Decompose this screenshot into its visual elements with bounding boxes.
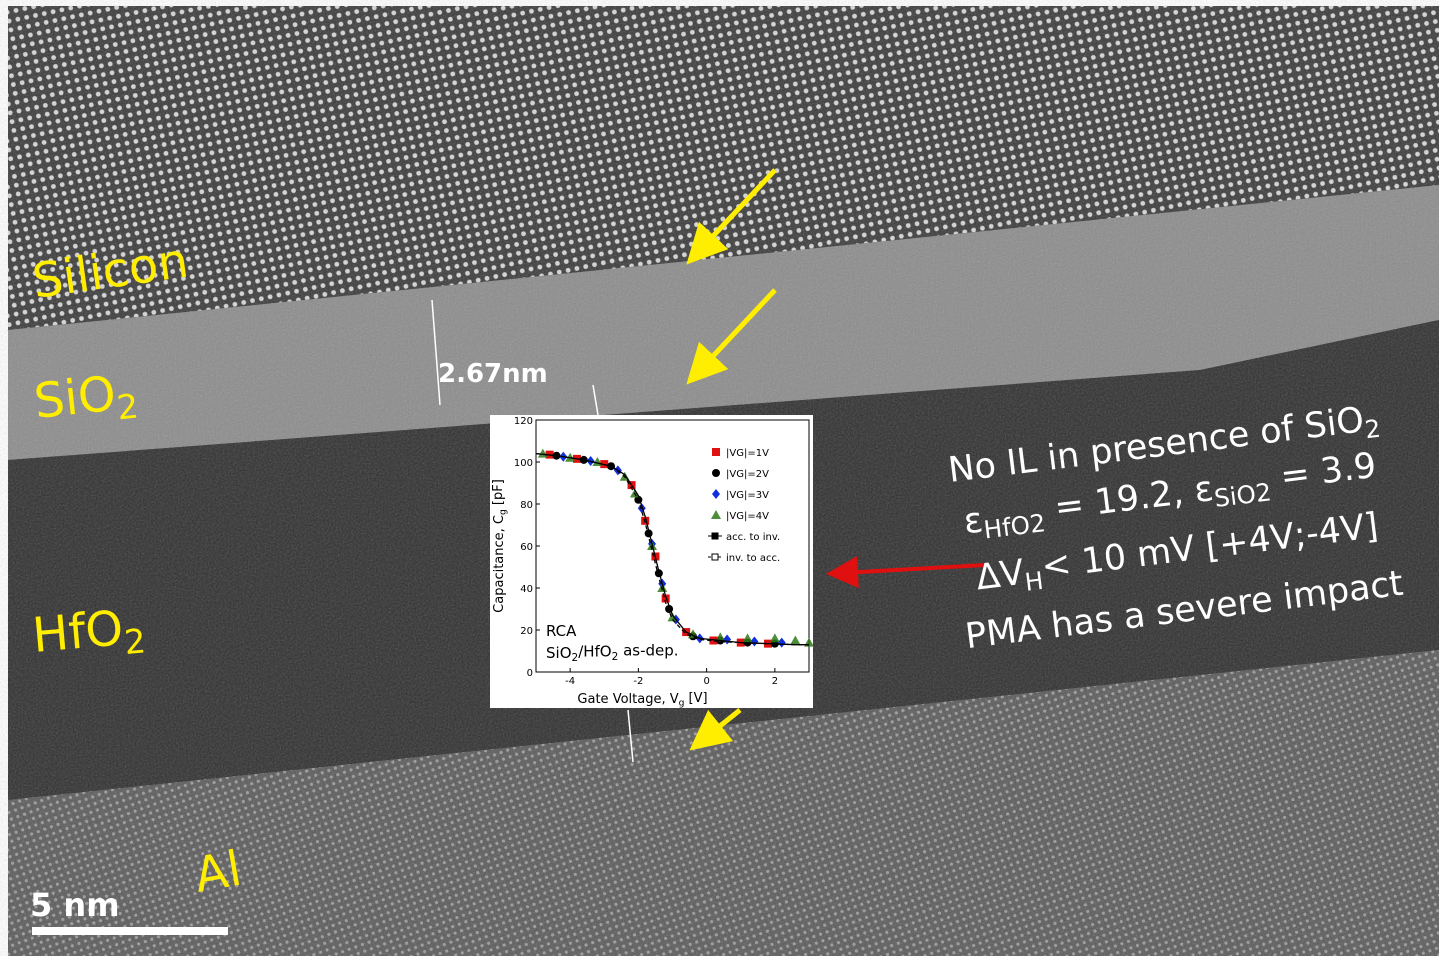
measurement: 2.67nm [438,359,548,389]
legend-marker [712,469,720,477]
legend-label: |VG|=4V [726,511,769,522]
text-part: as-dep. [618,641,678,659]
text-part: Al [190,841,245,904]
legend-label: |VG|=1V [726,448,769,459]
x-tick-label: -2 [633,676,643,687]
text-part: ΔV [974,553,1026,599]
y-tick-label: 100 [514,458,533,469]
text-part: RCA [546,622,577,640]
layer-label: Al [190,841,245,904]
text-part: 2 [612,651,619,663]
text-part: 2 [123,621,148,662]
legend-label: inv. to acc. [726,553,780,564]
x-tick-label: 0 [703,676,709,687]
text-part: SiO [546,644,572,662]
text-part: [V] [684,691,707,706]
legend-label: |VG|=3V [726,490,769,501]
legend-label: acc. to inv. [726,532,780,543]
legend-marker [712,533,718,539]
figure: SiliconSiO2HfO2Al2.67nm5 nmNo IL in pres… [0,0,1439,956]
legend-marker [712,448,720,456]
text-part: /HfO [578,643,611,661]
legend-marker [712,554,718,560]
text-part: Gate Voltage, V [577,692,678,707]
y-tick-label: 40 [520,584,533,595]
text-part: 2 [115,386,140,427]
y-tick-label: 20 [520,626,533,637]
annotation: RCA [546,622,577,640]
text-part: SiO [31,366,118,430]
legend-label: |VG|=2V [726,469,769,480]
text-part: 2 [572,652,579,664]
text-part: HfO [30,600,125,664]
x-tick-label: 2 [772,676,778,687]
text-part: [pF] [491,479,506,509]
scale-bar-label: 5 nm [30,886,120,924]
y-tick-label: 120 [514,416,533,427]
y-tick-label: 60 [520,542,533,553]
y-tick-label: 80 [520,500,533,511]
text-part: Capacitance, C [492,515,507,613]
x-tick-label: -4 [565,676,575,687]
y-tick-label: 0 [527,668,533,679]
